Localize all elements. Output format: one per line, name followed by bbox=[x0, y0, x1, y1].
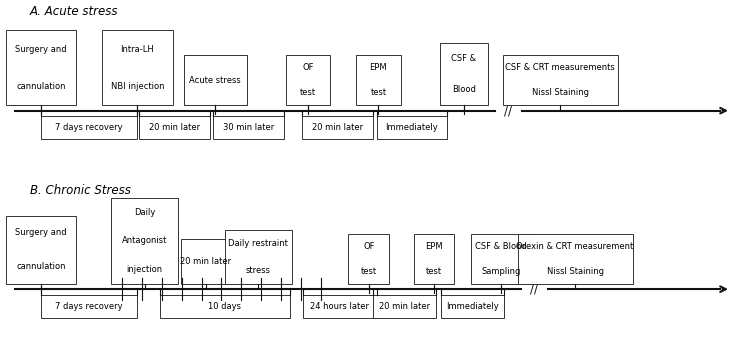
Text: injection: injection bbox=[127, 265, 162, 274]
Text: cannulation: cannulation bbox=[16, 82, 65, 91]
Text: Acute stress: Acute stress bbox=[189, 76, 241, 85]
FancyBboxPatch shape bbox=[41, 295, 137, 318]
Text: //: // bbox=[505, 104, 512, 117]
Text: 7 days recovery: 7 days recovery bbox=[55, 302, 123, 311]
Text: NBI injection: NBI injection bbox=[111, 82, 164, 91]
Text: 24 hours later: 24 hours later bbox=[310, 302, 370, 311]
Text: Immediately: Immediately bbox=[446, 302, 499, 311]
Text: Nissl Staining: Nissl Staining bbox=[532, 88, 588, 97]
Text: Intra-LH: Intra-LH bbox=[120, 45, 154, 54]
FancyBboxPatch shape bbox=[471, 234, 531, 284]
FancyBboxPatch shape bbox=[356, 55, 401, 105]
FancyBboxPatch shape bbox=[111, 198, 178, 284]
Text: Surgery and: Surgery and bbox=[15, 45, 67, 54]
FancyBboxPatch shape bbox=[184, 55, 246, 105]
Text: Daily: Daily bbox=[134, 208, 155, 217]
Text: OF: OF bbox=[363, 242, 375, 251]
Text: Daily restraint: Daily restraint bbox=[229, 239, 288, 248]
FancyBboxPatch shape bbox=[414, 234, 454, 284]
FancyBboxPatch shape bbox=[225, 230, 292, 284]
FancyBboxPatch shape bbox=[518, 234, 633, 284]
Text: Surgery and: Surgery and bbox=[15, 228, 67, 237]
Text: //: // bbox=[531, 283, 538, 296]
FancyBboxPatch shape bbox=[440, 43, 488, 105]
Text: EPM: EPM bbox=[370, 63, 387, 72]
Text: cannulation: cannulation bbox=[16, 262, 65, 271]
FancyBboxPatch shape bbox=[6, 30, 76, 105]
FancyBboxPatch shape bbox=[303, 116, 373, 139]
Text: 30 min later: 30 min later bbox=[223, 123, 275, 132]
FancyBboxPatch shape bbox=[349, 234, 389, 284]
FancyBboxPatch shape bbox=[441, 295, 505, 318]
FancyBboxPatch shape bbox=[182, 239, 230, 284]
Text: OF: OF bbox=[302, 63, 314, 72]
Text: CSF & CRT measurements: CSF & CRT measurements bbox=[505, 63, 615, 72]
Text: B. Chronic Stress: B. Chronic Stress bbox=[30, 184, 131, 197]
Text: 7 days recovery: 7 days recovery bbox=[55, 123, 123, 132]
Text: EPM: EPM bbox=[425, 242, 443, 251]
Text: Antagonist: Antagonist bbox=[122, 236, 168, 246]
Text: CSF &: CSF & bbox=[451, 54, 476, 63]
Text: 20 min later: 20 min later bbox=[379, 302, 430, 311]
Text: test: test bbox=[361, 267, 377, 276]
FancyBboxPatch shape bbox=[303, 295, 377, 318]
FancyBboxPatch shape bbox=[41, 116, 137, 139]
Text: Sampling: Sampling bbox=[481, 267, 521, 276]
Text: stress: stress bbox=[246, 266, 271, 275]
Text: Nissl Staining: Nissl Staining bbox=[547, 267, 603, 276]
Text: test: test bbox=[370, 88, 387, 97]
Text: 20 min later: 20 min later bbox=[312, 123, 363, 132]
FancyBboxPatch shape bbox=[286, 55, 330, 105]
Text: test: test bbox=[426, 267, 442, 276]
FancyBboxPatch shape bbox=[377, 116, 447, 139]
FancyBboxPatch shape bbox=[6, 216, 76, 284]
Text: Orexin & CRT measurement: Orexin & CRT measurement bbox=[516, 242, 634, 251]
Text: CSF & Blood: CSF & Blood bbox=[475, 242, 527, 251]
FancyBboxPatch shape bbox=[214, 116, 284, 139]
FancyBboxPatch shape bbox=[373, 295, 436, 318]
FancyBboxPatch shape bbox=[139, 116, 209, 139]
FancyBboxPatch shape bbox=[102, 30, 173, 105]
Text: Blood: Blood bbox=[452, 85, 476, 94]
Text: 20 min later: 20 min later bbox=[149, 123, 200, 132]
FancyBboxPatch shape bbox=[160, 295, 289, 318]
Text: test: test bbox=[300, 88, 316, 97]
Text: A. Acute stress: A. Acute stress bbox=[30, 5, 118, 18]
Text: 20 min later: 20 min later bbox=[180, 257, 231, 266]
Text: 10 days: 10 days bbox=[209, 302, 241, 311]
Text: Immediately: Immediately bbox=[385, 123, 439, 132]
FancyBboxPatch shape bbox=[503, 55, 618, 105]
